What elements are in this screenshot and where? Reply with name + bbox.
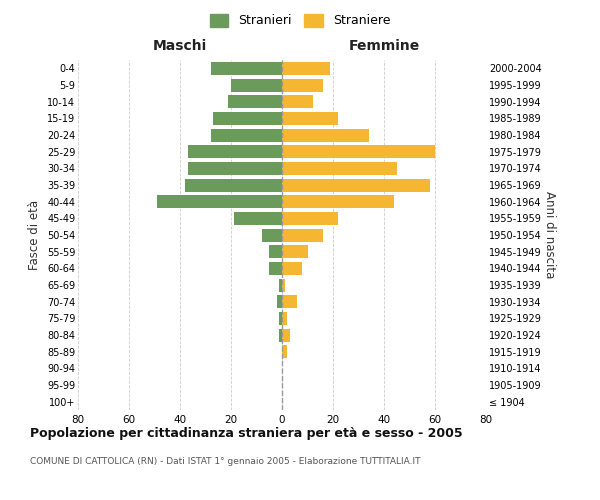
Bar [282,62,331,75]
Bar [282,195,394,208]
Bar [282,178,430,192]
Bar [211,128,282,141]
Bar [211,62,282,75]
Bar [282,228,323,241]
Bar [262,228,282,241]
Bar [269,245,282,258]
Bar [282,245,308,258]
Bar [282,345,287,358]
Y-axis label: Anni di nascita: Anni di nascita [542,192,556,278]
Bar [280,328,282,342]
Bar [188,162,282,175]
Bar [185,178,282,192]
Bar [282,128,369,141]
Bar [282,212,338,225]
Bar [233,212,282,225]
Bar [188,145,282,158]
Bar [280,278,282,291]
Text: Popolazione per cittadinanza straniera per età e sesso - 2005: Popolazione per cittadinanza straniera p… [30,428,463,440]
Legend: Stranieri, Straniere: Stranieri, Straniere [205,8,395,32]
Bar [280,312,282,325]
Bar [269,262,282,275]
Bar [229,95,282,108]
Bar [282,95,313,108]
Text: COMUNE DI CATTOLICA (RN) - Dati ISTAT 1° gennaio 2005 - Elaborazione TUTTITALIA.: COMUNE DI CATTOLICA (RN) - Dati ISTAT 1°… [30,458,421,466]
Bar [282,328,290,342]
Bar [282,78,323,92]
Bar [213,112,282,125]
Bar [282,312,287,325]
Bar [282,162,397,175]
Bar [282,262,302,275]
Bar [277,295,282,308]
Bar [231,78,282,92]
Text: Maschi: Maschi [153,38,207,52]
Bar [282,145,435,158]
Text: Femmine: Femmine [349,38,419,52]
Y-axis label: Fasce di età: Fasce di età [28,200,41,270]
Bar [282,295,298,308]
Bar [282,278,284,291]
Bar [157,195,282,208]
Bar [282,112,338,125]
